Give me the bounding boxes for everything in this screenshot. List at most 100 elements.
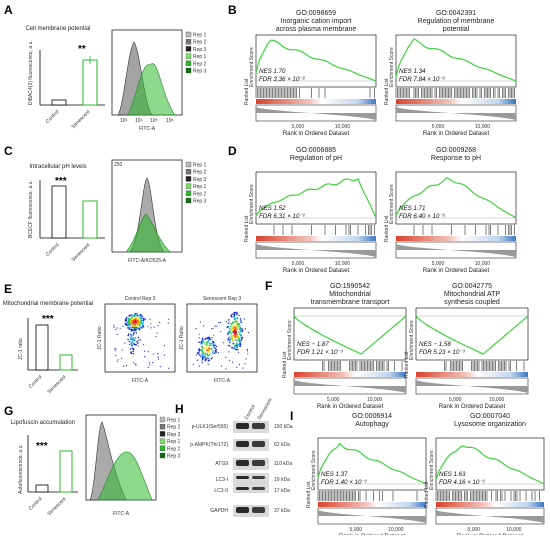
- gsea-ylabel-rank: Ranked List: [424, 481, 430, 508]
- scatter-point: [237, 330, 240, 333]
- blot-band-senescent: [252, 441, 265, 447]
- scatter-point: [237, 337, 240, 339]
- scatter-point: [219, 322, 221, 324]
- panel-c-title: Intracellular pH levels: [29, 164, 86, 170]
- legend-label: Rep 3: [193, 177, 207, 183]
- scatter-point: [135, 327, 137, 329]
- gsea-fdr: FDR 4.16 × 10⁻²: [439, 479, 486, 486]
- scatter-point: [239, 318, 242, 320]
- scatter-point: [199, 333, 201, 335]
- scatter-point: [205, 358, 208, 360]
- scatter-point: [234, 338, 237, 341]
- scatter-point: [203, 325, 205, 327]
- gsea-fdr: FDR 5.23 × 10⁻³: [419, 349, 466, 356]
- scatter-point: [204, 360, 206, 362]
- panel-g-bar-chart: *** Autofluorescence, a.u. Control Senes…: [18, 435, 78, 517]
- gsea-nes: NES − 1.87: [297, 341, 329, 348]
- scatter-point: [233, 342, 235, 345]
- scatter-point: [142, 322, 145, 324]
- scatter-point: [207, 339, 210, 342]
- scatter-point: [215, 348, 218, 351]
- scatter-point: [134, 312, 136, 315]
- panel-c-significance: ***: [55, 176, 67, 187]
- scatter-point: [132, 350, 135, 352]
- panel-e-title: Mitochondrial membrane potential: [3, 301, 93, 307]
- gsea-rank-bar: [416, 372, 528, 377]
- gsea-term-name: across plasma membrane: [276, 26, 357, 33]
- scatter-point: [228, 328, 231, 330]
- scatter-point: [228, 326, 230, 328]
- scatter-point: [232, 321, 234, 324]
- scatter-point: [204, 358, 207, 360]
- scatter-point: [115, 355, 117, 357]
- gsea-es-curve: [293, 315, 407, 355]
- scatter-point: [135, 363, 137, 365]
- scatter-point: [209, 353, 211, 356]
- scatter-point: [230, 328, 233, 330]
- scatter-point: [239, 324, 241, 326]
- scatter-point: [131, 344, 133, 347]
- scatter-point: [113, 326, 115, 328]
- legend-label: Rep 3: [167, 432, 181, 438]
- gsea-ranked-metric: [256, 244, 376, 257]
- scatter-point: [215, 345, 218, 348]
- scatter-point: [229, 336, 231, 338]
- scatter-point: [130, 335, 133, 338]
- gsea-xtick: 5,000: [432, 261, 445, 267]
- gsea-fdr: FDR 1.21 × 10⁻³: [297, 349, 344, 356]
- scatter-point: [141, 319, 143, 322]
- scatter-point: [129, 337, 132, 339]
- flow-xtick-4: 10⁶: [166, 118, 174, 124]
- scatter-point: [204, 353, 207, 356]
- scatter-point: [214, 325, 216, 327]
- scatter-point: [212, 346, 215, 348]
- scatter-point: [203, 355, 205, 358]
- scatter-point: [155, 335, 157, 338]
- scatter-point: [147, 366, 149, 368]
- scatter-point: [136, 322, 138, 324]
- scatter-point: [238, 363, 240, 365]
- gsea-go-id: GO:0042391: [436, 10, 476, 17]
- legend-label: Rep 1: [193, 54, 207, 60]
- gsea-xlabel: Rank in Ordered Dataset: [423, 131, 490, 137]
- blot-kda-label: 110 kDa: [274, 461, 292, 467]
- panel-e-bar-chart: *** JC-1 ratio Control Senescent: [18, 314, 78, 395]
- scatter-point: [246, 348, 248, 351]
- gsea-xtick: 10,000: [475, 124, 491, 130]
- gsea-es-frame: [293, 307, 407, 361]
- scatter-point: [135, 320, 138, 322]
- scatter-point: [230, 314, 232, 316]
- blot-band-control: [236, 476, 249, 479]
- scatter-point: [236, 323, 239, 325]
- gsea-fdr: FDR 1.40 × 10⁻²: [321, 479, 368, 486]
- scatter-point: [242, 329, 244, 331]
- blot-kda-label: 17 kDa: [274, 488, 290, 494]
- panel-c-flow-xlabel: FITC-A/KO525-A: [128, 258, 167, 264]
- legend-label: Rep 2: [167, 425, 181, 431]
- gsea-xtick: 10,000: [335, 124, 351, 130]
- gsea-ranked-metric: [396, 244, 516, 257]
- gsea-xtick: 5,000: [292, 261, 305, 267]
- scatter-point: [133, 331, 135, 334]
- scatter-point: [240, 320, 242, 322]
- panel-a-ylabel: DiBAC4(3) fluorescence, a.u.: [28, 40, 34, 105]
- scatter-point: [240, 334, 243, 336]
- xtick-senescent: Senescent: [46, 374, 67, 395]
- gsea-ylabel: Enrichment Score: [249, 184, 255, 224]
- flow-xtick-2: 10⁴: [135, 118, 143, 124]
- blot-protein-label: GAPDH: [210, 508, 228, 514]
- scatter-point: [126, 321, 128, 323]
- gsea-ylabel-rank: Ranked List: [244, 215, 250, 242]
- scatter-point: [133, 317, 136, 319]
- scatter-point: [133, 315, 136, 318]
- scatter-point: [231, 326, 234, 328]
- scatter-point: [132, 352, 135, 355]
- gsea-term-name: Mitochondrial: [329, 291, 371, 298]
- bar-control: [35, 324, 49, 371]
- scatter-point: [235, 348, 238, 351]
- scatter-point: [206, 353, 209, 355]
- scatter-point: [157, 358, 160, 360]
- scatter-point: [122, 325, 124, 327]
